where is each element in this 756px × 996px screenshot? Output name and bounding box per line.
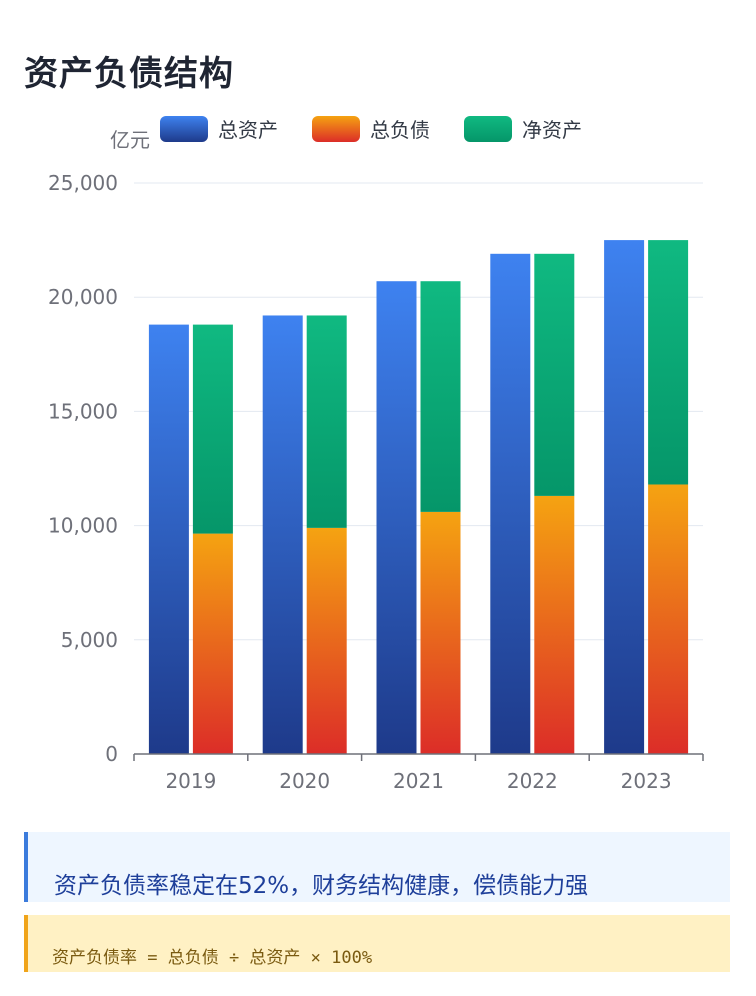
y-tick-label: 10,000 [48,514,118,538]
y-tick-label: 0 [105,742,118,766]
bar-total-liabilities [306,527,347,754]
x-tick-label: 2021 [393,769,444,793]
legend-label[interactable]: 总负债 [370,118,430,142]
highlight-note-text: 资产负债率稳定在52%，财务结构健康，偿债能力强 [54,873,589,899]
page-title: 资产负债结构 [24,54,234,94]
y-tick-label: 25,000 [48,171,118,195]
bar-net-assets [534,253,575,496]
bar-total-liabilities [192,533,233,754]
legend-swatch[interactable] [464,116,512,142]
y-tick-label: 5,000 [61,628,118,652]
legend-swatch[interactable] [312,116,360,142]
formula-note: 资产负债率 = 总负债 ÷ 总资产 × 100% [24,915,730,972]
bar-total-liabilities [420,511,461,754]
bar-total-liabilities [534,495,575,754]
bar-total-assets [376,281,417,754]
highlight-note: 资产负债率稳定在52%，财务结构健康，偿债能力强 [24,832,730,902]
bar-net-assets [420,281,461,512]
bar-total-assets [490,253,531,754]
bar-total-assets [148,324,189,754]
legend-swatch[interactable] [160,116,208,142]
x-tick-label: 2020 [279,769,330,793]
y-axis-label: 亿元 [110,128,150,152]
legend-label[interactable]: 净资产 [522,118,582,142]
legend-label[interactable]: 总资产 [218,118,278,142]
bar-total-assets [604,240,645,755]
bar-total-liabilities [648,484,689,754]
bar-net-assets [192,324,233,534]
x-tick-label: 2019 [165,769,216,793]
formula-note-text: 资产负债率 = 总负债 ÷ 总资产 × 100% [52,948,373,968]
x-tick-label: 2023 [621,769,672,793]
y-tick-label: 15,000 [48,399,118,423]
bar-total-assets [262,315,303,754]
y-tick-label: 20,000 [48,285,118,309]
bar-net-assets [648,240,689,485]
bar-net-assets [306,315,347,528]
x-tick-label: 2022 [507,769,558,793]
stacked-bar-chart: 0 5,000 10,000 15,000 20,000 25,000 亿元 2019 2020… [48,116,704,793]
